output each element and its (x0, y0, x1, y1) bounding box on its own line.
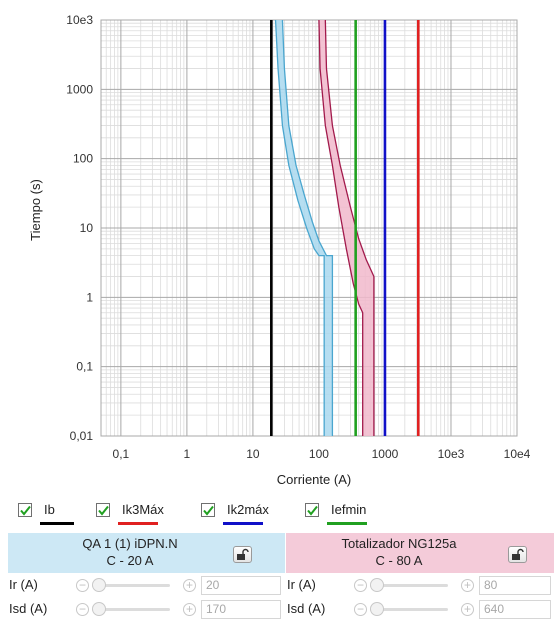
x-axis-label: Corriente (A) (277, 472, 351, 487)
ir-decrease-button[interactable]: − (76, 579, 89, 592)
x-tick-label: 10e4 (504, 447, 531, 461)
device-name: QA 1 (1) iDPN.N (82, 536, 178, 551)
isd-row: Isd (A) − + 640 (286, 599, 554, 622)
band-fill-qa1 (275, 20, 333, 436)
x-tick-label: 10e3 (438, 447, 465, 461)
plot-border (100, 19, 518, 437)
unlock-icon (512, 548, 524, 560)
panel-header: Totalizador NG125a C - 80 A (286, 533, 554, 573)
x-tick-label: 1 (184, 447, 191, 461)
device-panel-ng125: Totalizador NG125a C - 80 A Ir (A) − + 8… (286, 533, 554, 637)
panel-title: Totalizador NG125a C - 80 A (286, 535, 512, 569)
legend-swatch-ik3max (118, 522, 158, 525)
check-icon (98, 505, 109, 516)
ir-slider-track[interactable] (92, 584, 170, 587)
check-icon (20, 505, 31, 516)
legend-swatch-ik2max (223, 522, 263, 525)
ir-slider-handle[interactable] (92, 578, 106, 592)
legend-label-ik2max: Ik2máx (227, 502, 269, 517)
band-upper-curve-ng125 (324, 19, 375, 436)
isd-label: Isd (A) (287, 601, 326, 616)
x-tick-label: 1000 (372, 447, 399, 461)
x-tick-label: 100 (309, 447, 329, 461)
legend-label-iefmin: Iefmin (331, 502, 367, 517)
legend-label-ib: Ib (44, 502, 55, 517)
x-tick-labels: 0,1 1 10 100 1000 10e3 10e4 (113, 447, 531, 461)
isd-value-field[interactable]: 640 (479, 600, 551, 619)
band-fill-ng125 (318, 20, 374, 436)
isd-slider-handle[interactable] (370, 602, 384, 616)
unlock-icon (237, 548, 249, 560)
x-tick-label: 10 (246, 447, 260, 461)
check-icon (203, 505, 214, 516)
ir-increase-button[interactable]: + (461, 579, 474, 592)
ik3max-checkbox[interactable] (96, 503, 110, 517)
device-name: Totalizador NG125a (341, 536, 457, 551)
lock-button[interactable] (508, 546, 527, 563)
panel-header: QA 1 (1) iDPN.N C - 20 A (8, 533, 285, 573)
legend-swatch-iefmin (327, 522, 367, 525)
tcc-chart: 0,1 1 10 100 1000 10e3 10e4 0,01 0,1 1 10 100 1000 1… (28, 13, 531, 487)
ir-row: Ir (A) − + 20 (8, 575, 285, 598)
curve-bands (274, 19, 375, 436)
band-upper-curve-qa1 (281, 19, 334, 436)
iefmin-checkbox[interactable] (305, 503, 319, 517)
band-lower-curve-qa1 (274, 19, 325, 436)
legend: Ib Ik3Máx Ik2máx Iefmin (18, 500, 557, 530)
band-lower-curve-ng125 (318, 19, 364, 436)
isd-label: Isd (A) (9, 601, 48, 616)
ib-checkbox[interactable] (18, 503, 32, 517)
isd-increase-button[interactable]: + (461, 603, 474, 616)
ir-value-field[interactable]: 80 (479, 576, 551, 595)
isd-decrease-button[interactable]: − (354, 603, 367, 616)
ir-decrease-button[interactable]: − (354, 579, 367, 592)
y-tick-label: 0,1 (76, 360, 93, 374)
check-icon (307, 505, 318, 516)
ir-value-field[interactable]: 20 (201, 576, 281, 595)
isd-row: Isd (A) − + 170 (8, 599, 285, 622)
x-tick-label: 0,1 (113, 447, 130, 461)
ik2max-checkbox[interactable] (201, 503, 215, 517)
y-tick-label: 10e3 (66, 13, 93, 27)
panel-title: QA 1 (1) iDPN.N C - 20 A (8, 535, 252, 569)
isd-slider-handle[interactable] (92, 602, 106, 616)
isd-slider-track[interactable] (370, 608, 448, 611)
legend-swatch-ib (40, 522, 74, 525)
y-tick-label: 100 (73, 152, 93, 166)
isd-value-field[interactable]: 170 (201, 600, 281, 619)
ir-slider-handle[interactable] (370, 578, 384, 592)
isd-decrease-button[interactable]: − (76, 603, 89, 616)
ir-label: Ir (A) (9, 577, 38, 592)
lock-button[interactable] (233, 546, 252, 563)
ir-row: Ir (A) − + 80 (286, 575, 554, 598)
device-rating: C - 20 A (106, 553, 154, 568)
ir-label: Ir (A) (287, 577, 316, 592)
y-tick-label: 1000 (66, 82, 93, 96)
y-tick-label: 0,01 (70, 429, 94, 443)
legend-label-ik3max: Ik3Máx (122, 502, 164, 517)
isd-slider-track[interactable] (92, 608, 170, 611)
device-rating: C - 80 A (375, 553, 423, 568)
y-axis-label: Tiempo (s) (28, 179, 43, 241)
y-tick-label: 10 (80, 221, 94, 235)
y-tick-label: 1 (86, 290, 93, 304)
device-panel-qa1: QA 1 (1) iDPN.N C - 20 A Ir (A) − + 20 I… (8, 533, 285, 637)
y-tick-labels: 0,01 0,1 1 10 100 1000 10e3 (66, 13, 93, 443)
ir-slider-track[interactable] (370, 584, 448, 587)
reference-lines (270, 20, 420, 436)
ir-increase-button[interactable]: + (183, 579, 196, 592)
isd-increase-button[interactable]: + (183, 603, 196, 616)
